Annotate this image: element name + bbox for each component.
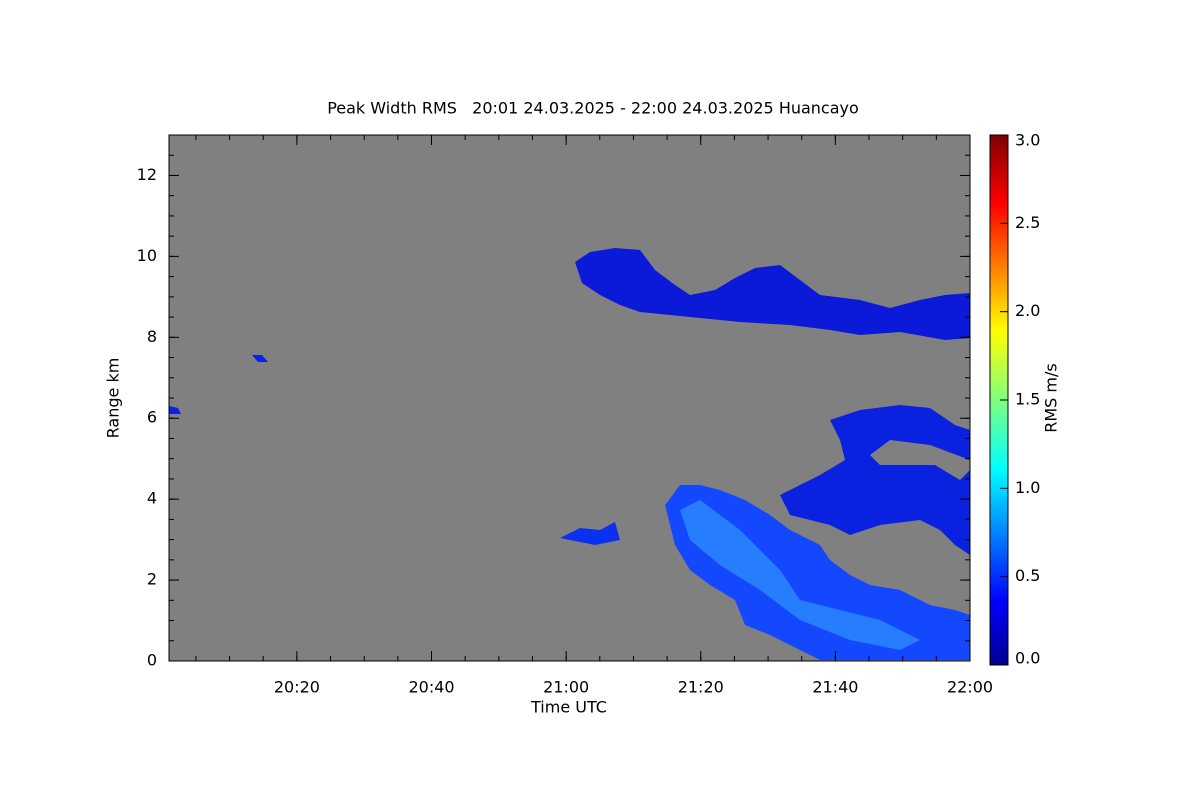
y-tick-label: 4	[147, 489, 157, 508]
x-tick-label: 22:00	[947, 678, 993, 697]
x-axis-label: Time UTC	[530, 698, 607, 717]
y-tick-label: 12	[137, 165, 157, 184]
x-tick-label: 21:20	[678, 678, 724, 697]
x-tick-label: 20:20	[274, 678, 320, 697]
colorbar-tick-label: 1.0	[1015, 478, 1040, 497]
colorbar-tick-label: 2.5	[1015, 213, 1040, 232]
chart-title: Peak Width RMS 20:01 24.03.2025 - 22:00 …	[327, 99, 859, 118]
colorbar-tick-label: 3.0	[1015, 131, 1040, 150]
colorbar-tick-label: 0.5	[1015, 566, 1040, 585]
x-tick-label: 20:40	[408, 678, 454, 697]
y-tick-label: 0	[147, 651, 157, 670]
y-axis-label: Range km	[104, 358, 123, 439]
x-tick-label: 21:40	[812, 678, 858, 697]
colorbar-tick-label: 1.5	[1015, 390, 1040, 409]
colorbar-tick-label: 2.0	[1015, 301, 1040, 320]
colorbar-tick-label: 0.0	[1015, 649, 1040, 668]
y-tick-label: 2	[147, 570, 157, 589]
x-tick-label: 21:00	[543, 678, 589, 697]
colorbar-label: RMS m/s	[1042, 363, 1061, 432]
y-tick-label: 8	[147, 327, 157, 346]
y-tick-label: 10	[137, 246, 157, 265]
y-tick-label: 6	[147, 408, 157, 427]
echo-regions	[169, 248, 970, 660]
